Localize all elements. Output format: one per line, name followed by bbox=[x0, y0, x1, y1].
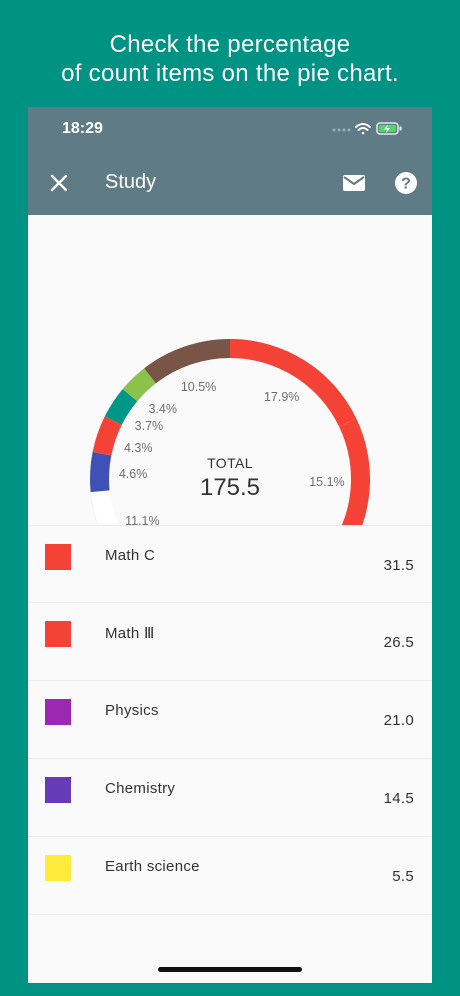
pie-slice-label: 3.4% bbox=[148, 402, 177, 417]
color-swatch bbox=[45, 544, 71, 570]
close-button[interactable] bbox=[45, 169, 73, 197]
pie-slice-label: 10.5% bbox=[180, 380, 217, 395]
pie-chart: 17.9%15.1%12.0%8.3%3.1%3.4%2.6%11.1%4.6%… bbox=[28, 215, 432, 583]
pie-slice bbox=[339, 418, 370, 525]
promo-line-1: Check the percentage bbox=[109, 31, 351, 58]
pie-slice-label: 15.1% bbox=[309, 474, 345, 489]
svg-text:?: ? bbox=[401, 176, 411, 193]
donut-outline bbox=[89, 338, 371, 525]
help-icon: ? bbox=[395, 172, 417, 194]
page-title: Study bbox=[105, 171, 157, 193]
color-swatch bbox=[45, 855, 71, 881]
pie-slice-label: 11.1% bbox=[125, 513, 160, 528]
mail-icon bbox=[343, 175, 365, 191]
home-indicator[interactable] bbox=[158, 967, 302, 972]
item-value: 26.5 bbox=[383, 634, 414, 651]
donut-svg bbox=[89, 338, 371, 525]
total-label: TOTAL bbox=[207, 455, 253, 471]
help-button[interactable]: ? bbox=[392, 169, 420, 197]
mail-button[interactable] bbox=[340, 169, 368, 197]
list-item[interactable]: Math C 31.5 bbox=[28, 525, 432, 603]
signal-icon bbox=[332, 128, 351, 132]
pie-slice-label: 4.3% bbox=[123, 440, 153, 455]
item-value: 21.0 bbox=[383, 712, 414, 729]
pie-slice bbox=[230, 339, 357, 427]
status-icons bbox=[330, 121, 410, 137]
item-name: Math Ⅲ bbox=[105, 625, 155, 642]
status-bar: 18:29 bbox=[28, 107, 432, 151]
pie-slice-label: 3.7% bbox=[134, 418, 164, 433]
list-item[interactable]: Physics 21.0 bbox=[28, 681, 432, 759]
status-time: 18:29 bbox=[62, 120, 103, 137]
item-name: Physics bbox=[105, 702, 159, 719]
item-list: Math C 31.5 Math Ⅲ 26.5 Physics 21.0 Che… bbox=[28, 525, 432, 915]
toolbar: Study ? bbox=[28, 151, 432, 215]
pie-slice-label: 4.6% bbox=[118, 467, 148, 482]
pie-slice bbox=[144, 339, 230, 384]
battery-icon bbox=[376, 122, 402, 135]
list-item[interactable]: Earth science 5.5 bbox=[28, 837, 432, 915]
pie-slice bbox=[104, 389, 138, 425]
list-item[interactable]: Chemistry 14.5 bbox=[28, 759, 432, 837]
color-swatch bbox=[45, 621, 71, 647]
promo-caption: Check the percentage of count items on t… bbox=[0, 30, 460, 88]
pie-slice-label: 17.9% bbox=[263, 389, 300, 404]
phone-screen: 18:29 bbox=[28, 107, 432, 983]
item-name: Chemistry bbox=[105, 780, 176, 797]
item-value: 31.5 bbox=[383, 557, 414, 574]
pie-slice bbox=[90, 490, 119, 525]
color-swatch bbox=[45, 777, 71, 803]
item-value: 5.5 bbox=[392, 868, 414, 885]
total-value: 175.5 bbox=[199, 474, 261, 501]
wifi-icon bbox=[355, 123, 371, 135]
item-name: Math C bbox=[105, 547, 156, 564]
list-item[interactable]: Math Ⅲ 26.5 bbox=[28, 603, 432, 681]
item-name: Earth science bbox=[105, 858, 200, 875]
pie-slice bbox=[92, 416, 122, 456]
pie-slice bbox=[122, 368, 156, 402]
pie-slice bbox=[90, 451, 112, 493]
close-icon bbox=[50, 174, 68, 192]
item-value: 14.5 bbox=[383, 790, 414, 807]
color-swatch bbox=[45, 699, 71, 725]
promo-line-2: of count items on the pie chart. bbox=[61, 60, 399, 87]
